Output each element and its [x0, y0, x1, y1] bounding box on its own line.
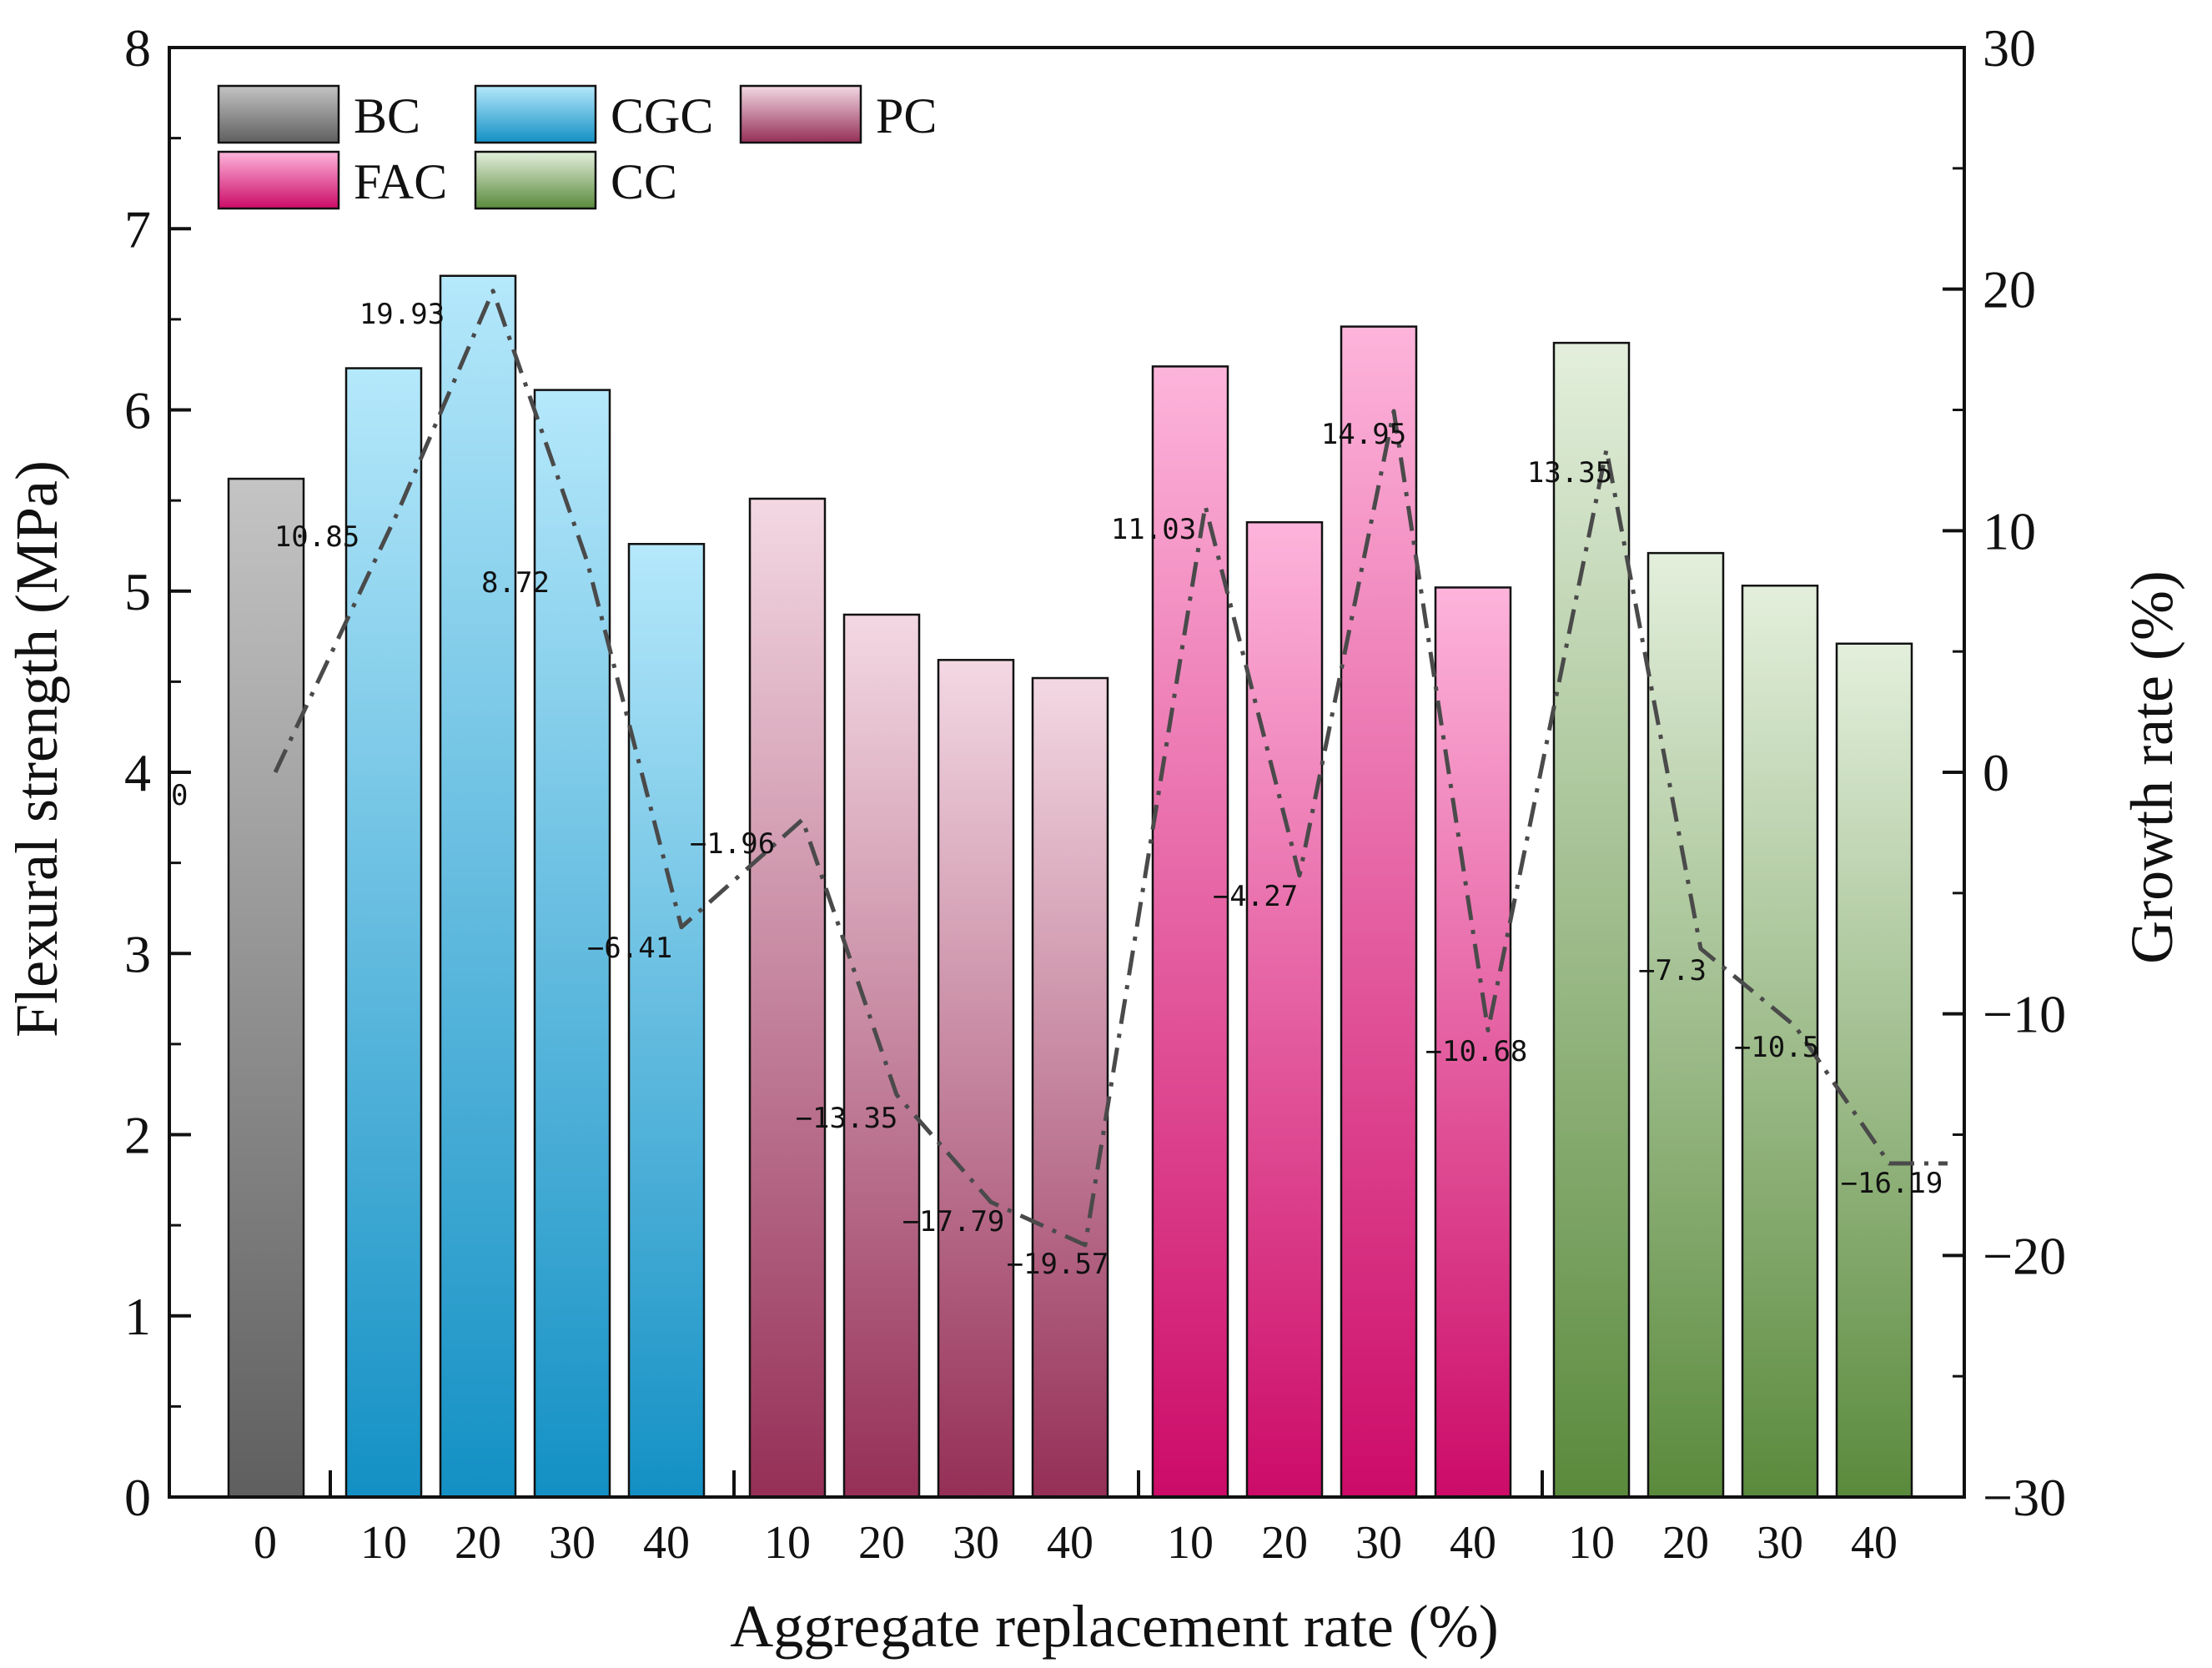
x-tick-label: 10 [1167, 1517, 1214, 1569]
x-tick-label: 40 [1851, 1517, 1898, 1569]
bar-bc-0 [227, 477, 305, 1499]
growth-label-pc-30: −17.79 [902, 1205, 1005, 1238]
legend-swatch-bc [217, 84, 340, 144]
y-right-tick-label: 10 [1983, 501, 2036, 560]
x-tick-label: 40 [1450, 1517, 1496, 1569]
bar-cc-30 [1741, 584, 1819, 1499]
x-tick-label: 20 [455, 1517, 501, 1569]
x-tick-label: 30 [549, 1517, 596, 1569]
growth-label-cc-40: −16.19 [1841, 1167, 1943, 1200]
bar-cgc-10 [344, 367, 423, 1499]
growth-label-pc-10: −1.96 [690, 827, 775, 861]
bar-pc-30 [937, 659, 1015, 1499]
bar-cgc-40 [627, 543, 706, 1499]
legend-label-cgc: CGC [611, 88, 713, 143]
legend-label-bc: BC [354, 88, 420, 143]
y-right-tick-label: 0 [1983, 743, 2009, 802]
y-right-tick-label: −10 [1983, 985, 2066, 1044]
y-axis-label: Flexural strength (MPa) [3, 460, 70, 1037]
bar-fac-20 [1245, 520, 1324, 1499]
y-right-tick-label: 30 [1983, 18, 2036, 78]
x-tick-label: 0 [254, 1517, 277, 1569]
growth-label-cgc-40: −6.41 [587, 932, 672, 965]
growth-label-cc-30: −10.5 [1734, 1031, 1819, 1064]
growth-rate-line [273, 289, 1948, 1248]
bar-pc-40 [1031, 676, 1109, 1499]
legend: BC CGC PC FAC CC [217, 84, 937, 210]
bar-fac-40 [1434, 586, 1512, 1499]
y-tick-label: 3 [124, 924, 151, 983]
bar-cc-40 [1835, 642, 1913, 1499]
growth-label-pc-40: −19.57 [1007, 1248, 1109, 1281]
x-tick-label: 10 [360, 1517, 407, 1569]
growth-label-bc-0: 0 [171, 779, 188, 812]
y-tick-label: 8 [124, 18, 151, 78]
x-tick-label: 40 [643, 1517, 690, 1569]
y-tick-label: 0 [124, 1468, 151, 1527]
axes-layer: 0 1 2 3 4 5 6 7 8 −30 −20 −10 0 10 20 30 0 10 20 30 40 10 20 30… [124, 18, 2066, 1569]
y-right-tick-label: −30 [1983, 1468, 2066, 1527]
bars-layer [227, 274, 1913, 1499]
x-tick-label: 20 [858, 1517, 905, 1569]
legend-swatch-cgc [474, 84, 597, 144]
legend-label-pc: PC [876, 88, 937, 143]
x-tick-label: 40 [1047, 1517, 1093, 1569]
legend-swatch-fac [217, 150, 340, 210]
bar-cc-20 [1646, 551, 1725, 1499]
y-tick-label: 1 [124, 1287, 151, 1346]
x-axis-label: Aggregate replacement rate (%) [730, 1593, 1498, 1660]
growth-label-fac-10: 11.03 [1111, 513, 1196, 546]
legend-swatch-cc [474, 150, 597, 210]
bar-cgc-20 [439, 274, 517, 1499]
x-tick-label: 10 [1568, 1517, 1615, 1569]
x-tick-label: 20 [1662, 1517, 1709, 1569]
y-axis-right-label: Growth rate (%) [2119, 570, 2185, 964]
y-tick-label: 2 [124, 1106, 151, 1165]
growth-label-fac-20: −4.27 [1213, 880, 1298, 913]
y-tick-label: 7 [124, 199, 151, 259]
x-tick-label: 30 [953, 1517, 999, 1569]
bar-fac-10 [1151, 365, 1229, 1499]
y-right-tick-label: 20 [1983, 260, 2036, 319]
bar-pc-10 [748, 497, 827, 1499]
y-tick-label: 6 [124, 381, 151, 440]
growth-line-layer: 0 10.85 19.93 8.72 −6.41 −1.96 −13.35 −17.79−19… [171, 289, 1948, 1281]
legend-label-fac: FAC [354, 154, 447, 209]
bar-pc-20 [842, 613, 921, 1499]
growth-label-cgc-10: 10.85 [274, 520, 359, 554]
y-tick-label: 4 [124, 743, 151, 802]
y-tick-label: 5 [124, 562, 151, 621]
growth-label-cc-20: −7.3 [1638, 954, 1707, 987]
growth-label-fac-30: 14.95 [1321, 418, 1406, 451]
x-tick-label: 20 [1261, 1517, 1308, 1569]
growth-label-pc-20: −13.35 [796, 1102, 898, 1135]
x-tick-label: 30 [1757, 1517, 1803, 1569]
bar-fac-30 [1340, 325, 1418, 1499]
growth-label-cgc-20: 19.93 [359, 298, 445, 331]
legend-label-cc: CC [611, 154, 677, 209]
growth-label-cgc-30: 8.72 [481, 566, 550, 600]
y-right-tick-label: −20 [1983, 1226, 2066, 1285]
x-tick-label: 10 [764, 1517, 811, 1569]
bar-cgc-30 [533, 389, 611, 1499]
x-tick-label: 30 [1355, 1517, 1402, 1569]
growth-label-cc-10: 13.35 [1527, 456, 1612, 490]
legend-swatch-pc [739, 84, 862, 144]
growth-label-fac-40: −10.68 [1425, 1035, 1528, 1068]
